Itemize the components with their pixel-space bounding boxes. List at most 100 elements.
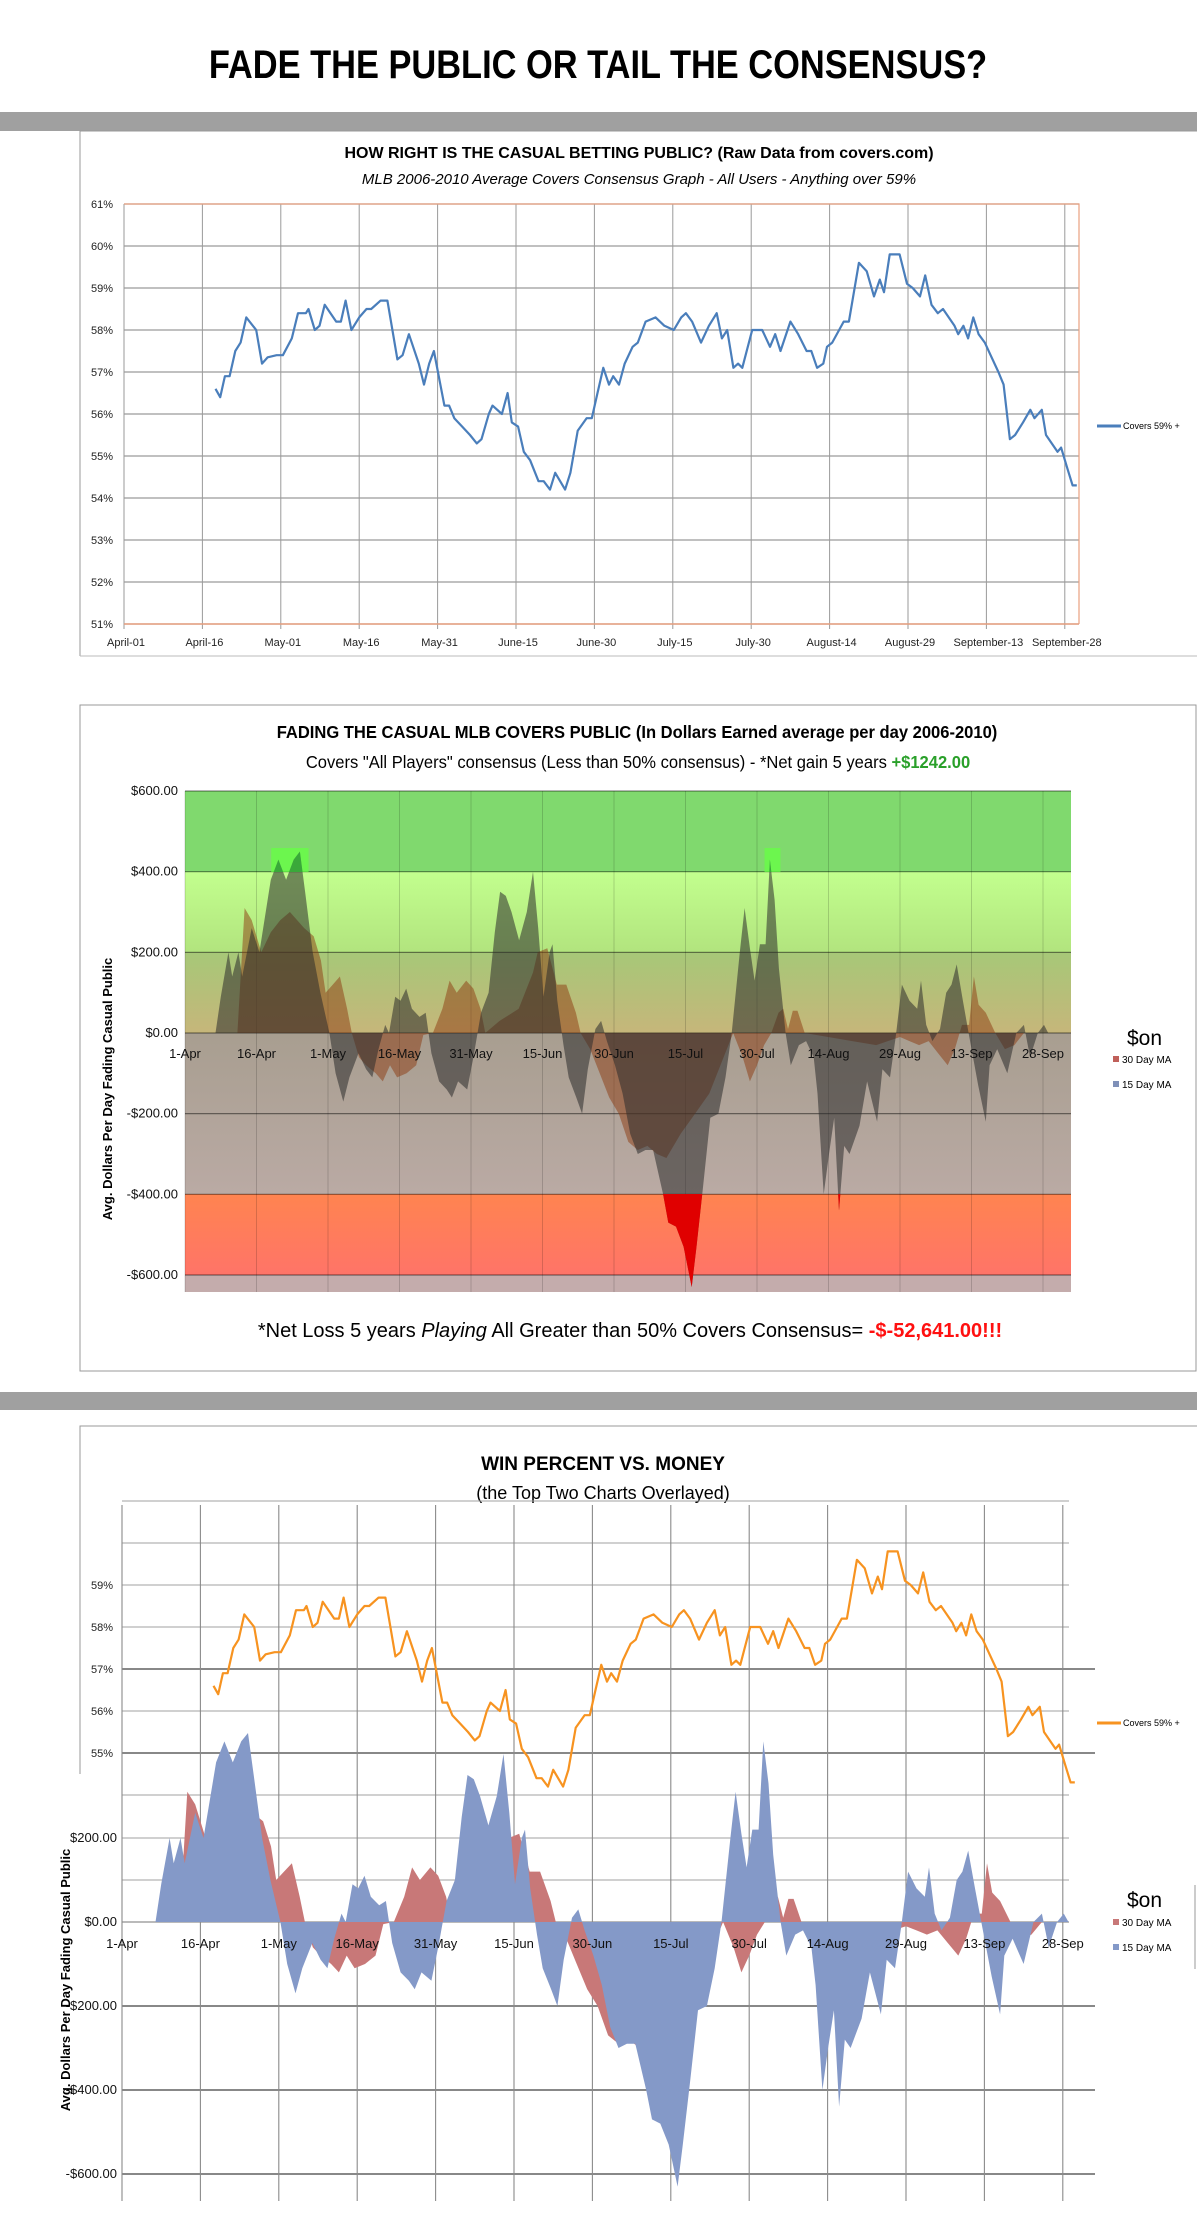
net-loss-footer: *Net Loss 5 years Playing All Greater th… [258, 1320, 1002, 1342]
chart-panel-border [79, 1425, 1197, 1774]
pct-tick-label: 56% [91, 1706, 113, 1718]
band-light-green [185, 872, 1071, 952]
legend-title: $on [1127, 1889, 1162, 1912]
pct-tick-label: 55% [91, 1748, 113, 1760]
y-tick-label: 61% [91, 199, 113, 211]
series-areas [155, 1733, 1069, 2187]
y-tick-label: 56% [91, 409, 113, 421]
x-tick-label: 14-Aug [808, 1046, 850, 1061]
plot-area-border [124, 203, 1080, 624]
band-top-green [185, 791, 1071, 872]
line-legend: Covers 59% + [1097, 1718, 1180, 1728]
legend-swatch-15day [1113, 1081, 1119, 1087]
x-tick-label: 1-May [261, 1936, 298, 1951]
area-15-day-below-400 [663, 1194, 841, 1288]
x-tick-label: 30-Jul [739, 1046, 775, 1061]
x-tick-label: April-01 [107, 637, 145, 649]
x-tick-label: 15-Jun [523, 1046, 563, 1061]
y-tick-label: 59% [91, 283, 113, 295]
x-tick-label: 16-May [378, 1046, 422, 1061]
x-tick-label: September-13 [954, 637, 1024, 649]
x-tick-label: May-01 [264, 637, 301, 649]
legend-label: Covers 59% + [1123, 1718, 1180, 1728]
x-tick-label: 1-May [310, 1046, 347, 1061]
x-tick-label: 31-May [414, 1936, 458, 1951]
x-tick-label: 1-Apr [106, 1936, 138, 1951]
x-tick-label: 30-Jun [594, 1046, 634, 1061]
money-tick-label: -$200.00 [66, 1998, 117, 2013]
legend-swatch-15day [1113, 1944, 1119, 1950]
x-tick-label: August-29 [885, 637, 935, 649]
y-axis-title: Avg. Dollars Per Day Fading Casual Publi… [58, 1849, 73, 2111]
footer-text: *Net Loss 5 years [258, 1320, 421, 1342]
x-tick-label: 29-Aug [885, 1936, 927, 1951]
x-tick-label: May-31 [421, 637, 458, 649]
x-tick-label: 16-Apr [237, 1046, 277, 1061]
pct-tick-label: 58% [91, 1622, 113, 1634]
band-bottom [185, 1275, 1071, 1292]
line-covers-59 [212, 1550, 1075, 1788]
pct-tick-label: 59% [91, 1580, 113, 1592]
area-15-day-ma [155, 1733, 1069, 2187]
y-tick-label: -$200.00 [127, 1106, 178, 1121]
x-tick-label: June-15 [498, 637, 538, 649]
chart-subtitle: MLB 2006-2010 Average Covers Consensus G… [362, 171, 916, 188]
gridlines [123, 203, 1079, 629]
y-tick-label: 54% [91, 493, 113, 505]
y-tick-label: -$400.00 [127, 1186, 178, 1201]
legend: Covers 59% + [1097, 421, 1180, 431]
footer-text-italic: Playing [421, 1320, 487, 1342]
x-tick-label: 16-May [336, 1936, 380, 1951]
y-tick-label: -$600.00 [127, 1267, 178, 1282]
x-tick-label: 15-Jun [494, 1936, 534, 1951]
y-axis-title: Avg. Dollars Per Day Fading Casual Publi… [100, 958, 115, 1220]
footer-text: All Greater than 50% Covers Consensus= [487, 1320, 869, 1342]
y-tick-label: 55% [91, 451, 113, 463]
y-tick-label: $600.00 [131, 783, 178, 798]
chart-panel-border [79, 130, 1197, 656]
chart-subtitle: (the Top Two Charts Overlayed) [476, 1483, 729, 1503]
x-tick-label: 31-May [449, 1046, 493, 1061]
page-title: FADE THE PUBLIC OR TAIL THE CONSENSUS? [209, 42, 987, 87]
chart-subtitle: Covers "All Players" consensus (Less tha… [306, 751, 970, 772]
x-tick-label: 28-Sep [1042, 1936, 1084, 1951]
gridlines [184, 790, 1071, 1292]
axis-ticks: 1-Apr 16-Apr 1-May 16-May 31-May 15-Jun 30-Jun… [66, 1580, 1084, 2181]
y-tick-label: 52% [91, 577, 113, 589]
legend-title: $on [1127, 1027, 1162, 1050]
chart-title: HOW RIGHT IS THE CASUAL BETTING PUBLIC? … [344, 145, 933, 162]
legend-label-30day: 30 Day MA [1122, 1918, 1172, 1929]
legend-swatch-30day [1113, 1056, 1119, 1062]
x-tick-label: 29-Aug [879, 1046, 921, 1061]
x-tick-label: 30-Jul [731, 1936, 767, 1951]
net-gain-value: +$1242.00 [891, 751, 970, 772]
axis-ticks: 51% 52% 53% 54% 55% 56% 57% 58% 59% 60% 61% April-0… [91, 199, 1102, 649]
chart-fading-dollars: FADING THE CASUAL MLB COVERS PUBLIC (In … [79, 704, 1197, 1372]
line-covers-59 [214, 253, 1077, 491]
net-loss-value: -$-52,641.00!!! [869, 1320, 1002, 1342]
money-tick-label: $200.00 [70, 1830, 117, 1845]
x-tick-label: 30-Jun [573, 1936, 613, 1951]
x-tick-label: 14-Aug [807, 1936, 849, 1951]
pct-tick-label: 57% [91, 1664, 113, 1676]
chart-title: FADING THE CASUAL MLB COVERS PUBLIC (In … [277, 721, 998, 742]
y-tick-label: 57% [91, 367, 113, 379]
axis-ticks: 1-Apr 16-Apr 1-May 16-May 31-May 15-Jun 30-Jun… [127, 783, 1064, 1282]
section-divider [0, 112, 1197, 131]
x-tick-label: September-28 [1032, 637, 1102, 649]
x-tick-label: 16-Apr [181, 1936, 221, 1951]
x-tick-label: 1-Apr [169, 1046, 201, 1061]
x-tick-label: July-15 [657, 637, 692, 649]
section-divider [0, 1392, 1197, 1410]
y-tick-label: 53% [91, 535, 113, 547]
y-tick-label: $400.00 [131, 864, 178, 879]
money-tick-label: $0.00 [84, 1914, 117, 1929]
x-tick-label: 15-Jul [668, 1046, 704, 1061]
money-tick-label: -$600.00 [66, 2166, 117, 2181]
chart-win-percent-vs-money: WIN PERCENT VS. MONEY (the Top Two Chart… [58, 1425, 1197, 2201]
series-areas [215, 851, 1049, 1288]
x-tick-label: May-16 [343, 637, 380, 649]
legend-label-15day: 15 Day MA [1122, 1943, 1172, 1954]
x-tick-label: July-30 [735, 637, 770, 649]
legend: $on 30 Day MA 15 Day MA [1113, 1027, 1172, 1091]
